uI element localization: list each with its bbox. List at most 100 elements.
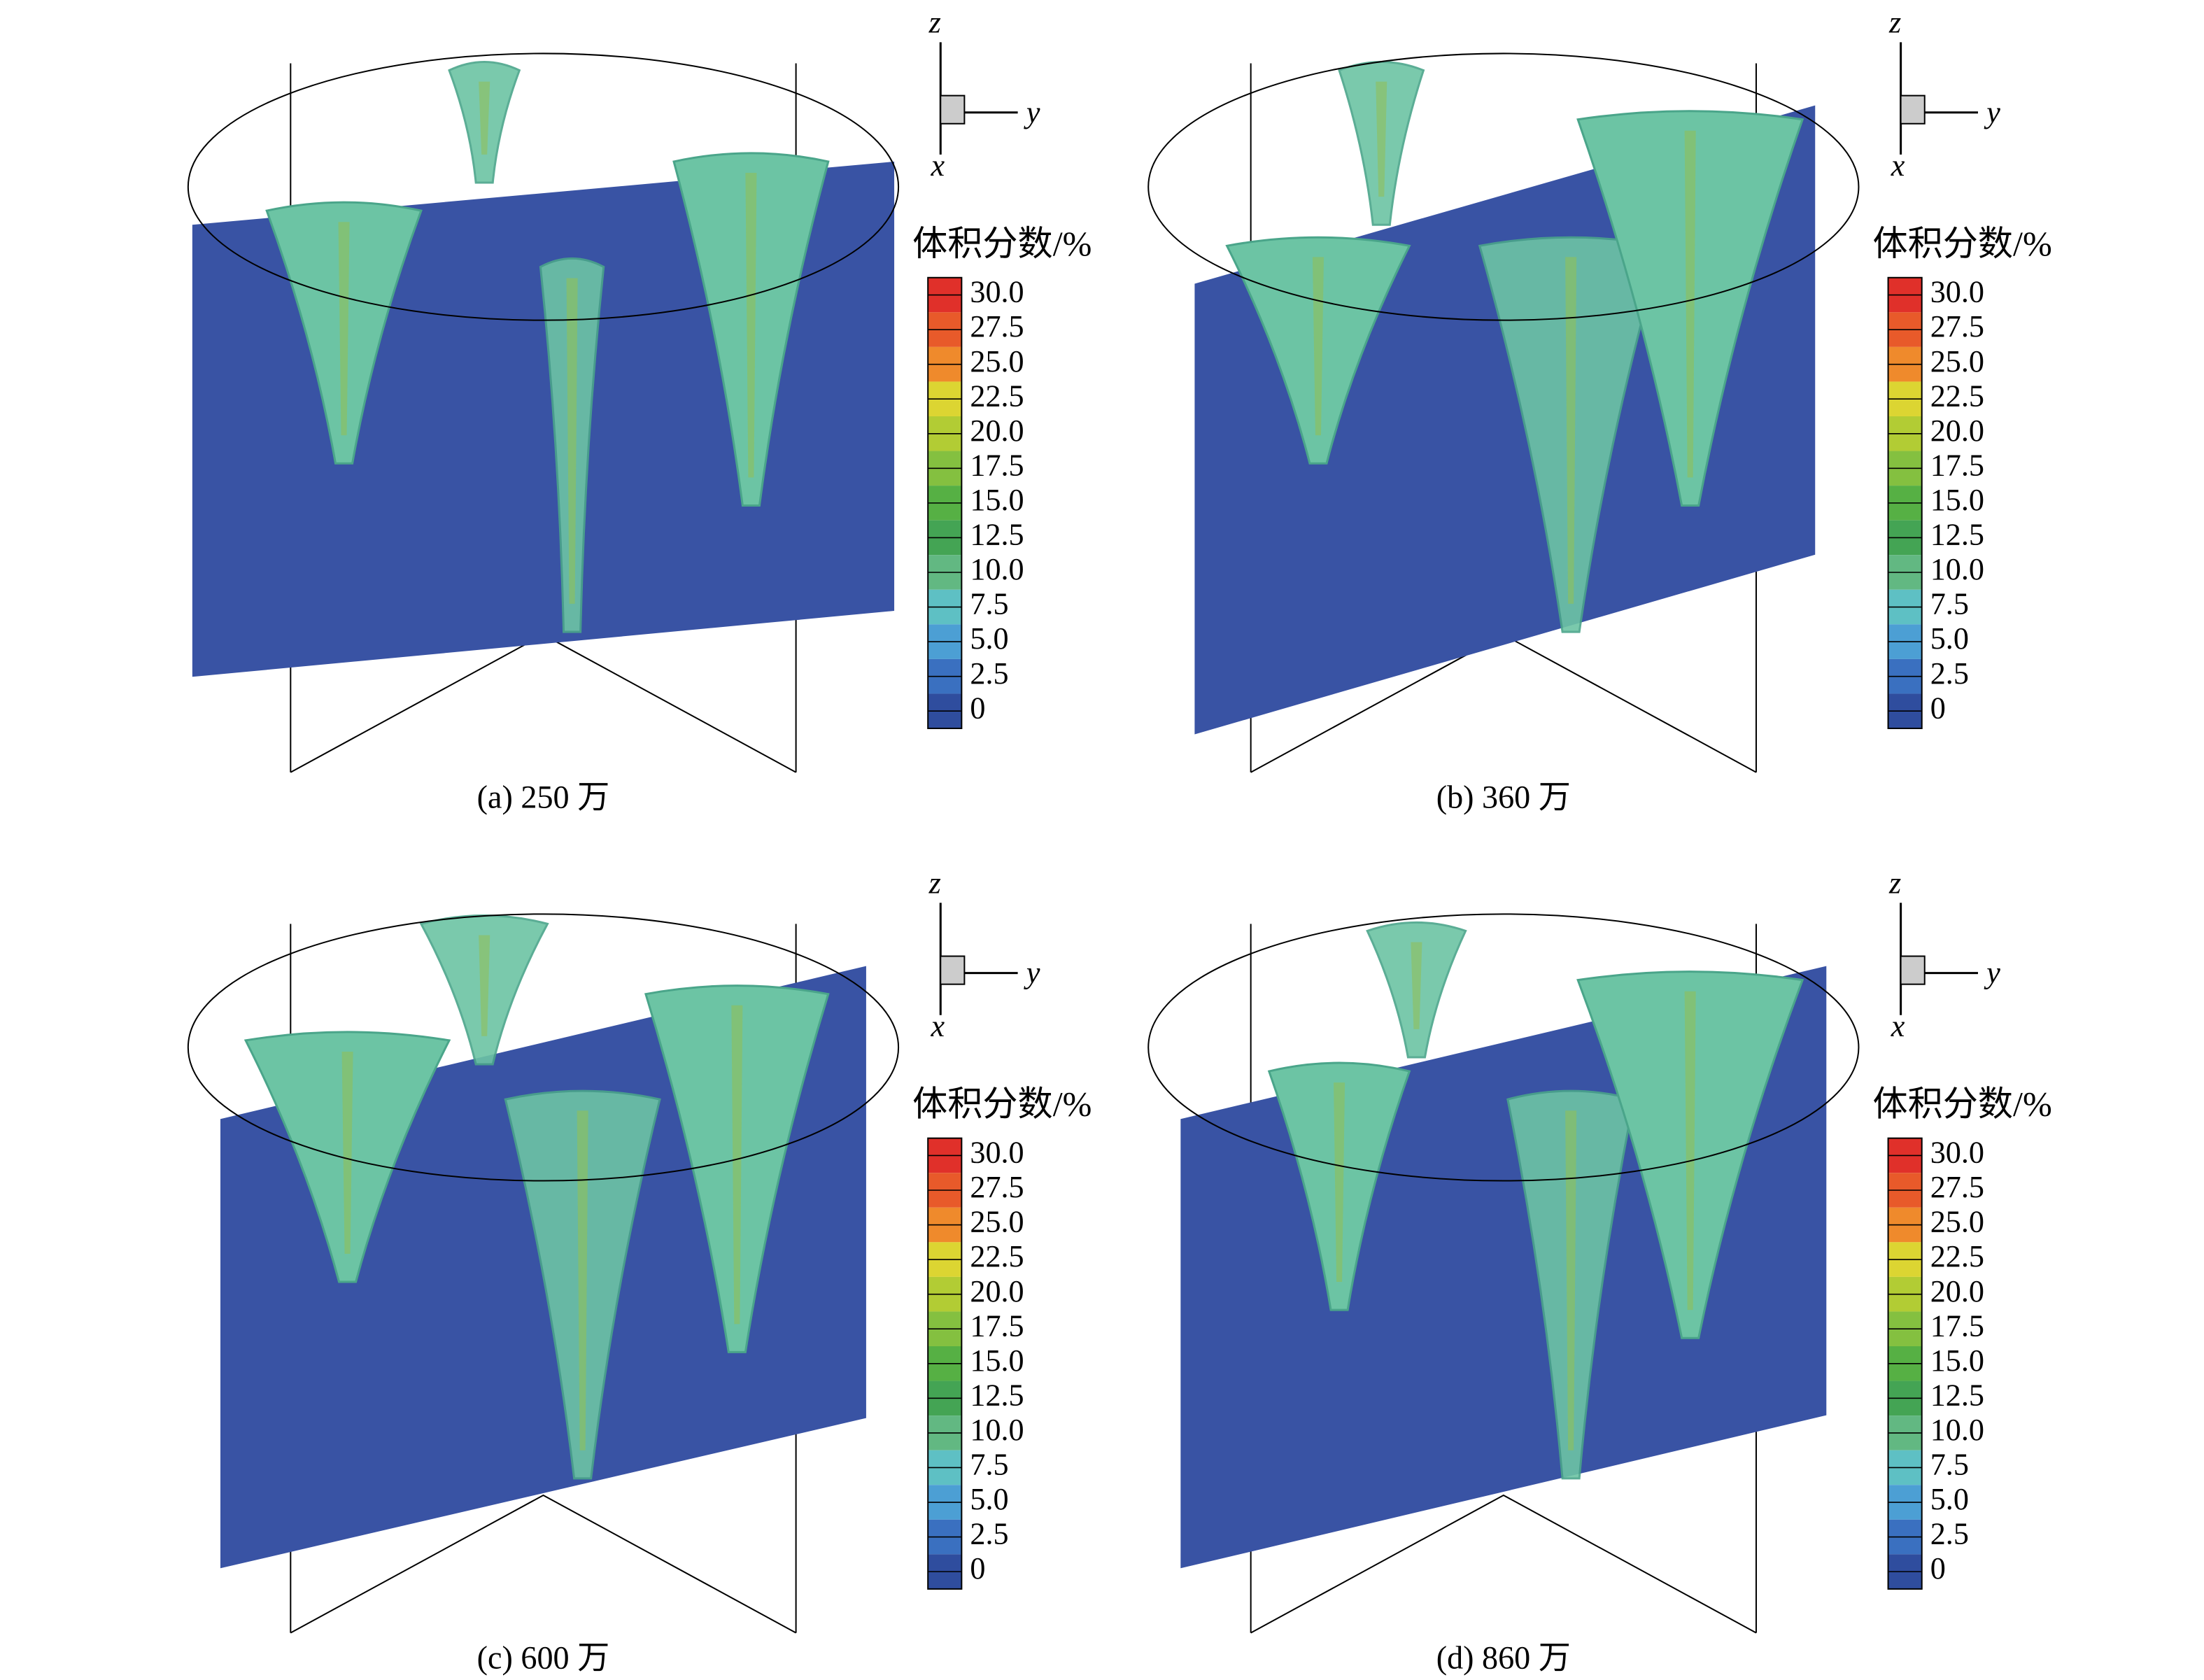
panel: z y x 体积分数/% 30.027.525.022.520.017.515.012.… [187, 5, 1092, 814]
axis-label: y [1024, 956, 1040, 990]
colorbar-label: 0 [1930, 1551, 1946, 1586]
colorbar-label: 15.0 [970, 1343, 1024, 1378]
cylinder-top [187, 52, 900, 321]
colorbar-label: 27.5 [1930, 1170, 1984, 1204]
colorbar-label: 2.5 [970, 1517, 1008, 1551]
legend-title: 体积分数/% [1872, 224, 2051, 263]
colorbar-label: 17.5 [970, 1308, 1024, 1343]
colorbar-frame [927, 1137, 963, 1590]
colorbar-label: 5.0 [1930, 1482, 1969, 1516]
legend-title: 体积分数/% [912, 224, 1092, 263]
vortex-core [731, 1005, 743, 1325]
axis-label: y [1024, 95, 1040, 129]
caption: (a) 250 万 [477, 779, 610, 814]
axis-box [940, 94, 966, 125]
vortex-core [566, 278, 578, 604]
colorbar-label: 17.5 [970, 448, 1024, 482]
colorbar-label: 20.0 [1930, 1274, 1984, 1308]
colorbar-label: 27.5 [1930, 309, 1984, 344]
colorbar-label: 25.0 [970, 1205, 1024, 1239]
colorbar-label: 25.0 [970, 344, 1024, 379]
colorbar-frame [927, 276, 963, 730]
colorbar-label: 12.5 [970, 518, 1024, 552]
colorbar-label: 22.5 [970, 379, 1024, 413]
axis-label: z [928, 5, 941, 39]
axis-box [1900, 955, 1926, 985]
cone-edge [290, 1494, 797, 1634]
cylinder-top [187, 913, 900, 1182]
axis-label: x [1891, 1009, 1905, 1043]
colorbar-label: 30.0 [1930, 275, 1984, 309]
colorbar-label: 20.0 [1930, 414, 1984, 448]
legend-title: 体积分数/% [1872, 1085, 2051, 1124]
colorbar-label: 2.5 [1930, 1517, 1969, 1551]
colorbar-label: 10.0 [970, 1413, 1024, 1447]
axis-label: y [1984, 95, 2000, 129]
colorbar-label: 12.5 [970, 1378, 1024, 1412]
cylinder-top [1147, 913, 1860, 1182]
colorbar-label: 0 [970, 691, 985, 725]
axis-label: x [930, 148, 945, 183]
vortex-core [1684, 130, 1696, 478]
panel: z y x 体积分数/% 30.027.525.022.520.017.515.012.… [1147, 866, 2052, 1675]
axis-label: z [1888, 866, 1901, 900]
axis-label: z [1888, 5, 1901, 39]
vortex-core [1565, 257, 1577, 604]
colorbar-label: 25.0 [1930, 1205, 1984, 1239]
vortex-core [479, 81, 490, 155]
colorbar-label: 10.0 [970, 552, 1024, 586]
legend-title: 体积分数/% [912, 1085, 1092, 1124]
colorbar-frame [1887, 1137, 1923, 1590]
colorbar-label: 27.5 [970, 309, 1024, 344]
caption: (c) 600 万 [477, 1639, 610, 1675]
colorbar-label: 7.5 [970, 1448, 1008, 1482]
colorbar-label: 25.0 [1930, 344, 1984, 379]
vortex-core [745, 172, 757, 478]
colorbar-label: 17.5 [1930, 448, 1984, 482]
colorbar-label: 20.0 [970, 1274, 1024, 1308]
colorbar-label: 15.0 [970, 483, 1024, 517]
vortex-core [338, 222, 350, 436]
vortex-core [1684, 991, 1696, 1311]
colorbar-label: 30.0 [1930, 1136, 1984, 1170]
colorbar-label: 7.5 [1930, 587, 1969, 621]
axis-label: x [930, 1009, 945, 1043]
colorbar-label: 10.0 [1930, 552, 1984, 586]
vortex-core [1411, 942, 1422, 1029]
axis-label: z [928, 866, 941, 900]
vortex-core [1334, 1082, 1345, 1283]
panel: z y x 体积分数/% 30.027.525.022.520.017.515.012.… [1147, 5, 2052, 814]
colorbar-label: 0 [1930, 691, 1946, 725]
vortex-core [1376, 81, 1387, 197]
colorbar-label: 12.5 [1930, 518, 1984, 552]
panel: z y x 体积分数/% 30.027.525.022.520.017.515.012.… [187, 866, 1092, 1675]
cone-edge [1250, 1494, 1757, 1634]
vortex-core [341, 1051, 353, 1254]
vortex-core [1565, 1110, 1577, 1450]
colorbar-label: 15.0 [1930, 1343, 1984, 1378]
colorbar-label: 5.0 [1930, 621, 1969, 656]
cylinder-top [1147, 52, 1860, 321]
axis-box [1900, 94, 1926, 125]
colorbar-label: 15.0 [1930, 483, 1984, 517]
colorbar-label: 22.5 [1930, 379, 1984, 413]
axis-box [940, 955, 966, 985]
colorbar-label: 12.5 [1930, 1378, 1984, 1412]
vortex-core [577, 1110, 588, 1450]
vortex-core [479, 935, 490, 1036]
colorbar-frame [1887, 276, 1923, 730]
colorbar-label: 20.0 [970, 414, 1024, 448]
axis-label: y [1984, 956, 2000, 990]
colorbar-label: 17.5 [1930, 1308, 1984, 1343]
caption: (b) 360 万 [1436, 779, 1571, 814]
colorbar-label: 5.0 [970, 621, 1008, 656]
colorbar-label: 30.0 [970, 275, 1024, 309]
colorbar-label: 0 [970, 1551, 985, 1586]
colorbar-label: 30.0 [970, 1136, 1024, 1170]
colorbar-label: 22.5 [1930, 1239, 1984, 1273]
colorbar-label: 10.0 [1930, 1413, 1984, 1447]
caption: (d) 860 万 [1436, 1639, 1571, 1675]
colorbar-label: 2.5 [970, 656, 1008, 691]
